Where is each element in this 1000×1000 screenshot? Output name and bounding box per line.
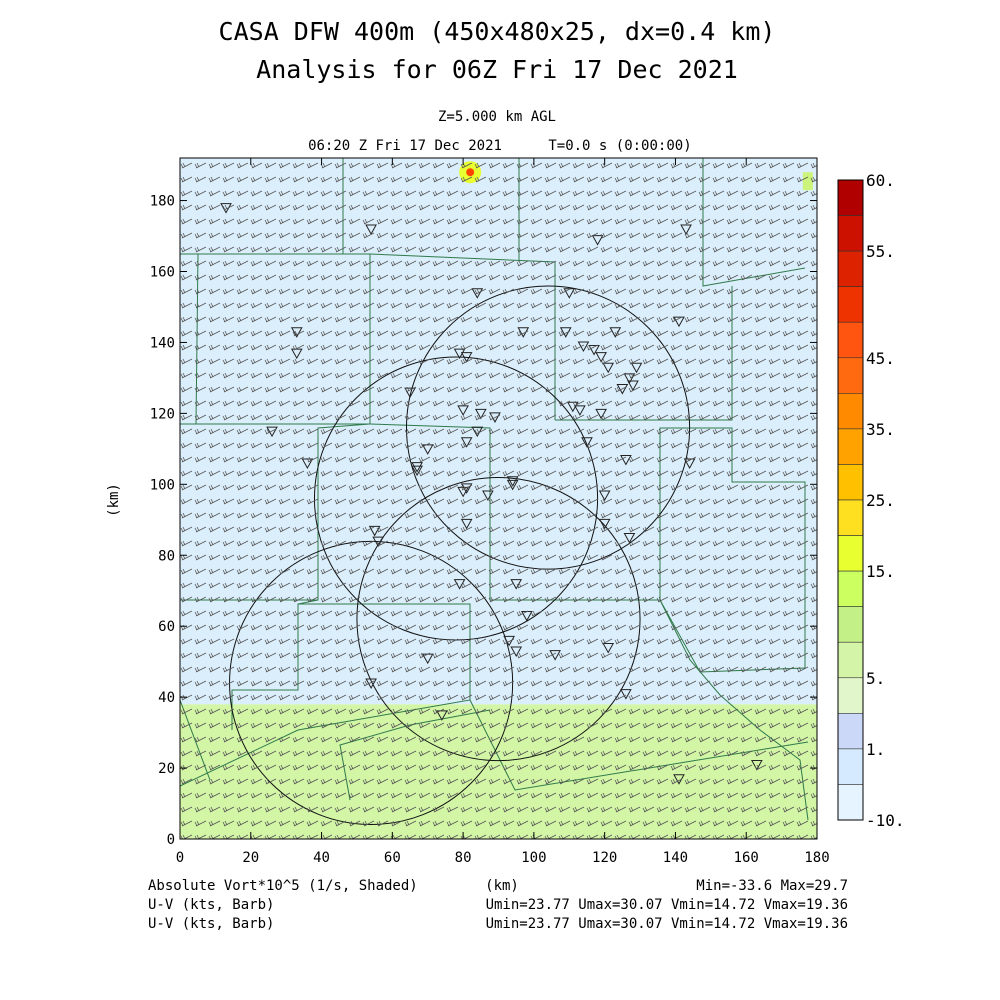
colorbar-swatch [837,179,864,216]
y-tick-label: 180 [150,194,175,210]
colorbar-swatch [837,321,864,359]
y-tick-label: 120 [150,406,175,422]
colorbar-label: 5. [866,669,885,688]
colorbar-label: 15. [866,562,895,581]
colorbar-swatch [837,641,864,679]
colorbar-swatch [837,535,864,572]
y-tick-label: 0 [167,832,175,848]
y-tick-label: 160 [150,265,175,281]
y-tick-label: 80 [158,548,175,564]
chart-title-line2: Analysis for 06Z Fri 17 Dec 2021 [256,55,738,84]
colorbar-label: 25. [866,491,895,510]
x-tick-label: 140 [663,850,688,866]
x-tick-label: 40 [313,850,330,866]
y-axis-label: (km) [106,483,122,517]
colorbar-label: 1. [866,740,885,759]
colorbar-swatch [837,748,864,785]
level-label: Z=5.000 km AGL [438,109,556,125]
colorbar-swatch [837,250,864,287]
x-axis-unit: (km) [485,878,519,894]
chart-title-line1: CASA DFW 400m (450x480x25, dx=0.4 km) [219,17,776,46]
x-tick-label: 100 [521,850,546,866]
x-tick-label: 0 [176,850,184,866]
y-tick-label: 40 [158,690,175,706]
plot-frame [179,157,818,840]
colorbar-label: -10. [866,811,905,830]
colorbar-label: 35. [866,420,895,439]
colorbar-swatch [837,570,864,607]
x-tick-label: 120 [592,850,617,866]
vector-stats-2: Umin=23.77 Umax=30.07 Vmin=14.72 Vmax=19… [486,916,848,932]
valid-time-label: 06:20 Z Fri 17 Dec 2021 [308,138,502,154]
x-tick-label: 60 [384,850,401,866]
colorbar-swatch [837,499,864,536]
colorbar-swatch [837,393,864,430]
min-max-label: Min=-33.6 Max=29.7 [696,878,848,894]
colorbar-swatch [837,286,864,323]
forecast-time-label: T=0.0 s (0:00:00) [548,138,691,154]
wind-barb-field [180,158,817,839]
colorbar-swatch [837,677,864,714]
axis-ticks: 0 20 40 60 80 100 120 140 160 180 0 20 40 60 80 100 120 1… [150,158,830,866]
colorbar-swatch [837,357,864,394]
colorbar-frame [837,179,864,821]
colorbar: 60. 55. 45. 35. 25. 15. 5. 1. -10. [837,171,905,830]
plot-area [180,158,817,839]
colorbar-swatch [837,713,864,750]
y-tick-label: 140 [150,335,175,351]
colorbar-label: 45. [866,349,895,368]
colorbar-swatch [837,215,864,252]
colorbar-swatch [837,428,864,465]
colorbar-label: 55. [866,242,895,261]
x-tick-label: 160 [734,850,759,866]
colorbar-label: 60. [866,171,895,190]
y-tick-label: 100 [150,477,175,493]
x-tick-label: 180 [804,850,829,866]
vector-stats-1: Umin=23.77 Umax=30.07 Vmin=14.72 Vmax=19… [486,897,848,913]
x-tick-label: 20 [242,850,259,866]
vector-label-1: U-V (kts, Barb) [148,897,274,913]
field-label: Absolute Vort*10^5 (1/s, Shaded) [148,878,418,894]
colorbar-swatch [837,784,864,821]
x-tick-label: 80 [455,850,472,866]
colorbar-swatch [837,464,864,501]
y-tick-label: 20 [158,761,175,777]
y-tick-label: 60 [158,619,175,635]
vector-label-2: U-V (kts, Barb) [148,916,274,932]
colorbar-swatch [837,606,864,643]
